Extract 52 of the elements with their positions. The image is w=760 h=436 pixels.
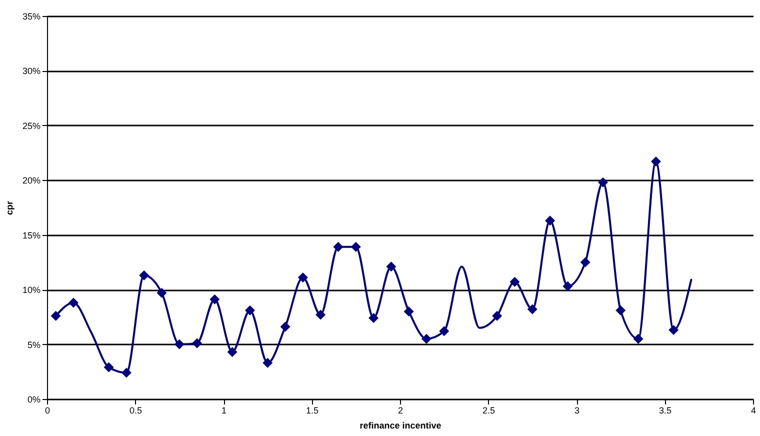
x-tick-label: 0.5 (129, 406, 142, 416)
y-tick-label: 0% (27, 394, 40, 404)
point (510, 276, 520, 287)
point (104, 362, 114, 372)
x-tick-label: 3 (574, 406, 580, 416)
y-tick-label: 15% (22, 230, 40, 240)
y-tick-label: 5% (27, 340, 40, 350)
x-axis-title: refinance incentive (360, 420, 442, 430)
y-tick-label: 30% (22, 66, 40, 76)
point (368, 313, 379, 324)
point (262, 358, 273, 368)
point (545, 216, 556, 226)
point (192, 338, 202, 348)
point (121, 368, 132, 378)
y-tick-label: 35% (22, 12, 40, 22)
y-tick-label: 25% (22, 120, 40, 131)
point (174, 339, 184, 350)
point (333, 242, 344, 252)
point (386, 262, 396, 272)
point (280, 322, 290, 332)
point (527, 304, 538, 314)
point (139, 270, 150, 280)
point (492, 310, 502, 321)
point (580, 257, 590, 268)
point (562, 281, 573, 292)
point (421, 334, 432, 344)
point (156, 288, 167, 298)
point (404, 306, 414, 316)
x-tick-label: 2 (398, 406, 404, 416)
y-axis-title: cpr (4, 200, 14, 216)
point (244, 305, 255, 316)
x-tick-label: 4 (750, 406, 756, 416)
point (633, 334, 644, 344)
y-tick-label: 20% (22, 176, 40, 186)
point (616, 305, 626, 316)
point (439, 326, 450, 336)
point (298, 272, 308, 283)
point (68, 298, 78, 308)
x-tick-label: 3.5 (658, 406, 672, 416)
x-tick-label: 1.5 (306, 406, 319, 416)
point (668, 325, 679, 336)
point (210, 294, 220, 304)
point (650, 156, 661, 167)
point (50, 310, 61, 321)
x-tick-label: 1 (221, 406, 227, 416)
point (350, 242, 361, 252)
point (598, 177, 608, 188)
x-tick-label: 0 (44, 406, 50, 416)
point (227, 346, 238, 357)
y-tick-label: 10% (22, 285, 40, 296)
point (316, 310, 326, 320)
x-tick-label: 2.5 (482, 406, 496, 416)
